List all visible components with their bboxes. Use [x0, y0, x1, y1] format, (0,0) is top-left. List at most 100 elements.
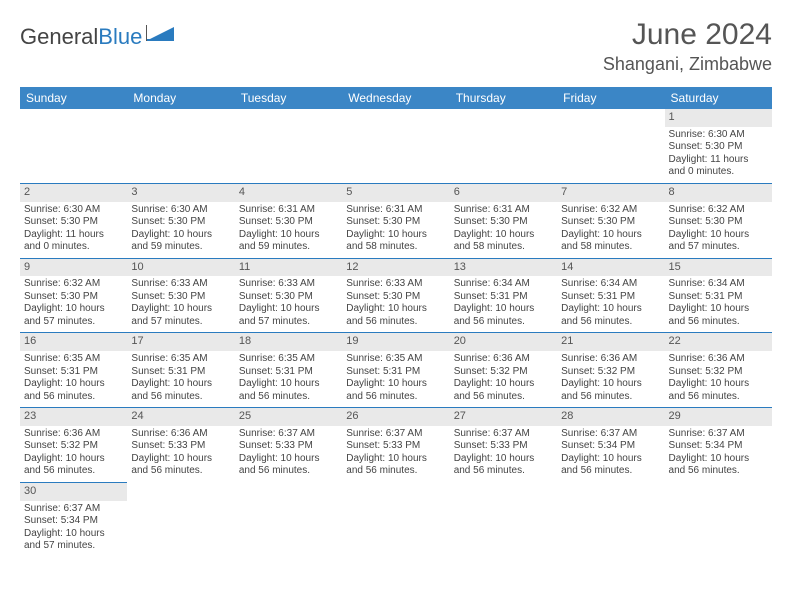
- day-line: Sunrise: 6:32 AM: [24, 278, 123, 291]
- day-line: Sunrise: 6:35 AM: [239, 353, 338, 366]
- day-line: Sunrise: 6:37 AM: [346, 428, 445, 441]
- day-line: Sunset: 5:31 PM: [346, 366, 445, 379]
- day-line: Daylight: 10 hours: [239, 229, 338, 242]
- day-line: Sunset: 5:30 PM: [454, 216, 553, 229]
- day-line: Sunset: 5:30 PM: [346, 291, 445, 304]
- empty-cell: [127, 482, 234, 500]
- day-line: Sunrise: 6:37 AM: [561, 428, 660, 441]
- day-cell: Sunrise: 6:32 AMSunset: 5:30 PMDaylight:…: [20, 276, 127, 333]
- daynum-row: 30: [20, 482, 772, 500]
- day-cell: Sunrise: 6:36 AMSunset: 5:32 PMDaylight:…: [450, 351, 557, 408]
- day-line: Daylight: 10 hours: [131, 378, 230, 391]
- day-cell: Sunrise: 6:30 AMSunset: 5:30 PMDaylight:…: [127, 202, 234, 259]
- day-line: Sunset: 5:34 PM: [561, 440, 660, 453]
- day-line: Sunset: 5:33 PM: [131, 440, 230, 453]
- day-line: Daylight: 10 hours: [346, 229, 445, 242]
- day-number: 5: [342, 183, 449, 201]
- day-line: Sunrise: 6:31 AM: [346, 204, 445, 217]
- brand-logo: GeneralBlue: [20, 24, 174, 50]
- day-line: Daylight: 10 hours: [454, 229, 553, 242]
- day-number: 11: [235, 258, 342, 276]
- day-line: Sunrise: 6:36 AM: [24, 428, 123, 441]
- day-line: Daylight: 10 hours: [454, 453, 553, 466]
- day-line: Sunset: 5:31 PM: [239, 366, 338, 379]
- day-line: Sunrise: 6:32 AM: [561, 204, 660, 217]
- day-line: Daylight: 10 hours: [454, 378, 553, 391]
- day-line: Daylight: 10 hours: [131, 303, 230, 316]
- calendar-body: 1Sunrise: 6:30 AMSunset: 5:30 PMDaylight…: [20, 109, 772, 557]
- day-line: Sunrise: 6:37 AM: [24, 503, 123, 516]
- day-number: 17: [127, 333, 234, 351]
- title-block: June 2024 Shangani, Zimbabwe: [603, 18, 772, 75]
- day-line: Sunrise: 6:30 AM: [669, 129, 768, 142]
- day-line: and 58 minutes.: [346, 241, 445, 254]
- day-cell: Sunrise: 6:37 AMSunset: 5:34 PMDaylight:…: [20, 501, 127, 557]
- day-line: and 56 minutes.: [669, 316, 768, 329]
- day-line: and 56 minutes.: [131, 391, 230, 404]
- brand-part1: General: [20, 24, 98, 50]
- empty-cell: [235, 109, 342, 127]
- day-header: Sunday: [20, 87, 127, 109]
- detail-row: Sunrise: 6:37 AMSunset: 5:34 PMDaylight:…: [20, 501, 772, 557]
- day-number: 28: [557, 408, 664, 426]
- day-line: and 56 minutes.: [239, 465, 338, 478]
- day-line: Daylight: 10 hours: [561, 229, 660, 242]
- day-line: Sunrise: 6:35 AM: [346, 353, 445, 366]
- calendar-table: SundayMondayTuesdayWednesdayThursdayFrid…: [20, 87, 772, 557]
- day-line: Sunset: 5:30 PM: [24, 216, 123, 229]
- day-number: 14: [557, 258, 664, 276]
- day-line: Sunset: 5:34 PM: [669, 440, 768, 453]
- day-line: Daylight: 10 hours: [24, 453, 123, 466]
- day-cell: Sunrise: 6:37 AMSunset: 5:33 PMDaylight:…: [235, 426, 342, 483]
- day-line: Sunrise: 6:31 AM: [239, 204, 338, 217]
- day-cell: Sunrise: 6:36 AMSunset: 5:32 PMDaylight:…: [557, 351, 664, 408]
- day-line: and 56 minutes.: [561, 391, 660, 404]
- empty-cell: [235, 482, 342, 500]
- day-line: Sunrise: 6:30 AM: [131, 204, 230, 217]
- day-line: Sunrise: 6:30 AM: [24, 204, 123, 217]
- day-cell: Sunrise: 6:35 AMSunset: 5:31 PMDaylight:…: [235, 351, 342, 408]
- day-cell: Sunrise: 6:35 AMSunset: 5:31 PMDaylight:…: [342, 351, 449, 408]
- day-cell: Sunrise: 6:32 AMSunset: 5:30 PMDaylight:…: [557, 202, 664, 259]
- day-line: and 58 minutes.: [561, 241, 660, 254]
- day-line: and 56 minutes.: [24, 391, 123, 404]
- empty-cell: [235, 501, 342, 557]
- day-line: Sunset: 5:30 PM: [131, 291, 230, 304]
- day-line: Sunrise: 6:32 AM: [669, 204, 768, 217]
- empty-cell: [450, 482, 557, 500]
- day-line: and 57 minutes.: [24, 316, 123, 329]
- day-number: 21: [557, 333, 664, 351]
- day-number: 18: [235, 333, 342, 351]
- day-number: 6: [450, 183, 557, 201]
- day-line: and 59 minutes.: [131, 241, 230, 254]
- empty-cell: [450, 109, 557, 127]
- day-line: Daylight: 10 hours: [131, 453, 230, 466]
- empty-cell: [450, 127, 557, 184]
- day-cell: Sunrise: 6:33 AMSunset: 5:30 PMDaylight:…: [342, 276, 449, 333]
- month-title: June 2024: [603, 18, 772, 52]
- day-cell: Sunrise: 6:37 AMSunset: 5:34 PMDaylight:…: [665, 426, 772, 483]
- day-line: Sunset: 5:31 PM: [561, 291, 660, 304]
- empty-cell: [235, 127, 342, 184]
- day-number: 19: [342, 333, 449, 351]
- day-line: and 56 minutes.: [669, 465, 768, 478]
- daynum-row: 23242526272829: [20, 408, 772, 426]
- brand-part2: Blue: [98, 24, 142, 50]
- day-number: 29: [665, 408, 772, 426]
- day-line: and 57 minutes.: [669, 241, 768, 254]
- day-number: 13: [450, 258, 557, 276]
- day-header: Thursday: [450, 87, 557, 109]
- day-cell: Sunrise: 6:34 AMSunset: 5:31 PMDaylight:…: [665, 276, 772, 333]
- day-line: Daylight: 10 hours: [239, 378, 338, 391]
- day-line: Sunrise: 6:37 AM: [669, 428, 768, 441]
- day-line: Sunrise: 6:35 AM: [24, 353, 123, 366]
- day-number: 26: [342, 408, 449, 426]
- empty-cell: [127, 127, 234, 184]
- day-line: Sunset: 5:32 PM: [561, 366, 660, 379]
- empty-cell: [342, 127, 449, 184]
- day-line: Sunset: 5:31 PM: [669, 291, 768, 304]
- day-number: 12: [342, 258, 449, 276]
- day-cell: Sunrise: 6:31 AMSunset: 5:30 PMDaylight:…: [342, 202, 449, 259]
- day-line: and 56 minutes.: [346, 316, 445, 329]
- empty-cell: [342, 501, 449, 557]
